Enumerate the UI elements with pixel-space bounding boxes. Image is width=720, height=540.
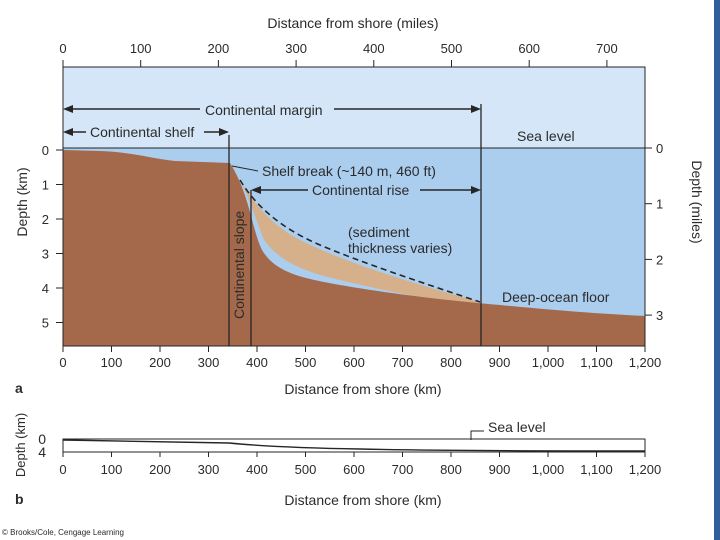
left-tick-label: 3 — [42, 247, 49, 262]
right-axis-ticks: 0 1 2 3 — [645, 141, 663, 323]
top-tick-label: 500 — [441, 41, 463, 56]
left-tick-label: 5 — [42, 316, 49, 331]
panel-b-tick-label: 600 — [343, 462, 365, 477]
arrowhead — [219, 128, 229, 136]
bottom-tick-label: 0 — [59, 355, 66, 370]
top-tick-label: 600 — [518, 41, 540, 56]
sea-level-pointer — [470, 430, 484, 440]
top-tick-label: 0 — [59, 41, 66, 56]
panel-b-tick-label: 200 — [149, 462, 171, 477]
panel-b-depth-label: Depth (km) — [13, 413, 28, 477]
continental-slope-label: Continental slope — [231, 211, 247, 319]
bottom-tick-label: 1,000 — [532, 355, 565, 370]
bottom-tick-label: 200 — [149, 355, 171, 370]
deep-ocean-floor-label: Deep-ocean floor — [502, 289, 610, 305]
top-tick-label: 300 — [285, 41, 307, 56]
top-tick-label: 200 — [208, 41, 230, 56]
top-tick-label: 100 — [130, 41, 152, 56]
panel-b-tick-label: 1,000 — [532, 462, 565, 477]
panel-b-tick-label: 100 — [101, 462, 123, 477]
left-axis-label: Depth (km) — [14, 167, 30, 236]
shelf-break-pointer — [231, 165, 259, 172]
right-tick-label: 0 — [656, 141, 663, 156]
arrowhead — [471, 105, 481, 113]
right-tick-label: 1 — [656, 197, 663, 212]
panel-b-letter: b — [15, 491, 24, 507]
sediment-wedge — [232, 165, 480, 304]
bottom-tick-label: 600 — [343, 355, 365, 370]
shelf-break-label: Shelf break (~140 m, 460 ft) — [262, 163, 436, 179]
right-tick-label: 3 — [656, 308, 663, 323]
bottom-axis-ticks: 0 100 200 300 400 500 600 700 800 900 1,000 1,100 1,… — [59, 346, 661, 370]
left-tick-label: 4 — [42, 281, 49, 296]
continental-shelf-label: Continental shelf — [90, 124, 194, 140]
top-tick-label: 700 — [596, 41, 618, 56]
sediment-label-line2: thickness varies) — [348, 240, 452, 256]
panel-b-tick-label: 900 — [489, 462, 511, 477]
left-tick-label: 2 — [42, 212, 49, 227]
arrowhead — [63, 128, 73, 136]
panel-b-tick-label: 500 — [295, 462, 317, 477]
bottom-tick-label: 300 — [198, 355, 220, 370]
bottom-tick-label: 1,200 — [629, 355, 662, 370]
top-axis-label: Distance from shore (miles) — [267, 15, 438, 31]
bottom-axis-label: Distance from shore (km) — [284, 381, 441, 397]
label-backing — [86, 123, 204, 141]
panel-b-tick-label: 1,200 — [629, 462, 662, 477]
panel-b-tick-label: 0 — [59, 462, 66, 477]
right-axis-label: Depth (miles) — [689, 160, 705, 243]
panel-b-tick-label: 1,100 — [580, 462, 613, 477]
panel-b-tick-label: 800 — [440, 462, 462, 477]
left-tick-label: 0 — [42, 143, 49, 158]
panel-b-x-label: Distance from shore (km) — [284, 492, 441, 508]
right-tick-label: 2 — [656, 252, 663, 267]
panel-b-tick-label: 400 — [246, 462, 268, 477]
sediment-surface-line — [239, 179, 481, 303]
bottom-tick-label: 500 — [295, 355, 317, 370]
bottom-tick-label: 700 — [392, 355, 414, 370]
credit-line: © Brooks/Cole, Cengage Learning — [2, 528, 124, 537]
top-axis-ticks: 0 100 200 300 400 500 600 700 — [59, 41, 618, 67]
bottom-tick-label: 800 — [440, 355, 462, 370]
continental-rise-label: Continental rise — [312, 182, 409, 198]
panel-b-tick-label: 700 — [392, 462, 414, 477]
bottom-tick-label: 400 — [246, 355, 268, 370]
panel-b-depth-tick-4: 4 — [38, 444, 46, 460]
arrowhead — [63, 105, 73, 113]
label-backing — [308, 181, 420, 199]
panel-b-profile — [62, 439, 646, 452]
top-tick-label: 400 — [363, 41, 385, 56]
panel-b-tick-label: 300 — [198, 462, 220, 477]
left-tick-label: 1 — [42, 178, 49, 193]
panel-b-depth-tick-0: 0 — [38, 431, 46, 447]
left-axis-ticks: 0 1 2 3 4 5 — [42, 143, 63, 331]
panel-a-letter: a — [15, 380, 23, 396]
bottom-tick-label: 100 — [101, 355, 123, 370]
continental-margin-label: Continental margin — [205, 102, 323, 118]
sediment-label-line1: (sediment — [348, 224, 410, 240]
panel-b-x-ticks: 0 100 200 300 400 500 600 700 800 900 1,000 1,100 1,… — [59, 452, 661, 477]
arrowhead — [471, 186, 481, 194]
bottom-tick-label: 1,100 — [580, 355, 613, 370]
continental-crust — [63, 150, 645, 346]
sea-level-label: Sea level — [517, 128, 575, 144]
label-backing — [200, 100, 334, 118]
panel-b-sea-level-label: Sea level — [488, 419, 546, 435]
right-edge-bar — [714, 0, 720, 540]
bottom-tick-label: 900 — [489, 355, 511, 370]
arrowhead — [251, 186, 261, 194]
